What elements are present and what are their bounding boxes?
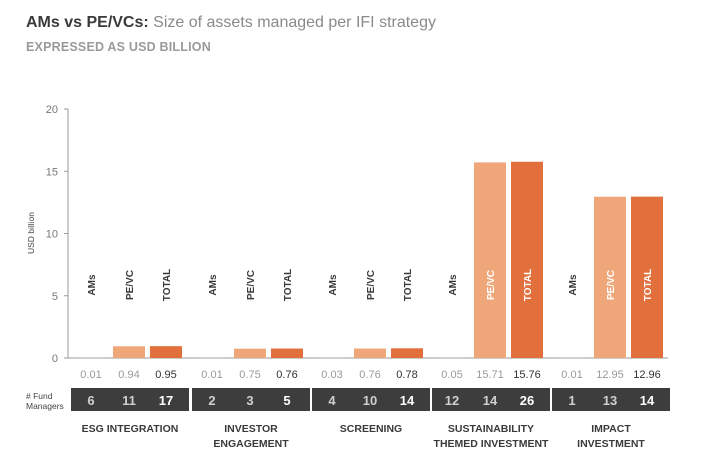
bar-total xyxy=(271,348,303,358)
y-axis-title: USD billion xyxy=(26,212,36,254)
bar-total xyxy=(150,346,182,358)
value-label: 0.76 xyxy=(276,369,297,381)
manager-count: 5 xyxy=(283,393,290,408)
y-tick-label: 0 xyxy=(52,353,58,365)
category-label: INVESTOR xyxy=(224,423,278,435)
manager-count: 26 xyxy=(520,393,534,408)
bar-total xyxy=(631,196,663,358)
category-label: INVESTMENT xyxy=(577,438,645,450)
value-label: 0.01 xyxy=(201,369,222,381)
chart-subtitle: EXPRESSED AS USD BILLION xyxy=(26,40,211,54)
series-label-pevc: PE/VC xyxy=(246,270,257,300)
category-label: ESG INTEGRATION xyxy=(82,423,179,435)
category-label: SUSTAINABILITY xyxy=(448,423,534,435)
value-label: 0.01 xyxy=(561,369,582,381)
y-tick-label: 10 xyxy=(46,229,58,241)
manager-count: 2 xyxy=(208,393,215,408)
series-label-ams: AMs xyxy=(208,274,219,296)
value-label: 15.71 xyxy=(476,369,504,381)
managers-label-line1: # Fund xyxy=(26,391,53,401)
bar-total xyxy=(391,348,423,358)
series-label-total: TOTAL xyxy=(162,269,173,301)
bar-pevc xyxy=(474,162,506,358)
series-label-ams: AMs xyxy=(568,274,579,296)
y-tick-label: 5 xyxy=(52,291,58,303)
manager-count: 12 xyxy=(445,393,459,408)
series-label-pevc: PE/VC xyxy=(606,270,617,300)
manager-count: 6 xyxy=(87,393,94,408)
y-tick-label: 20 xyxy=(46,104,58,116)
value-label: 0.78 xyxy=(396,369,417,381)
series-label-total: TOTAL xyxy=(523,269,534,301)
managers-label-line2: Managers xyxy=(26,401,64,411)
series-label-ams: AMs xyxy=(87,274,98,296)
series-label-pevc: PE/VC xyxy=(125,270,136,300)
manager-count: 13 xyxy=(603,393,617,408)
value-label: 15.76 xyxy=(513,369,541,381)
manager-count-box xyxy=(192,388,310,411)
category-label: THEMED INVESTMENT xyxy=(434,438,550,450)
value-label: 12.96 xyxy=(633,369,661,381)
series-label-ams: AMs xyxy=(448,274,459,296)
value-label: 0.76 xyxy=(359,369,380,381)
manager-count-box xyxy=(312,388,430,411)
value-label: 0.95 xyxy=(155,369,176,381)
series-label-pevc: PE/VC xyxy=(366,270,377,300)
bar-pevc xyxy=(594,196,626,358)
value-label: 0.05 xyxy=(441,369,462,381)
category-label: SCREENING xyxy=(340,423,402,435)
value-label: 12.95 xyxy=(596,369,624,381)
bar-pevc xyxy=(234,348,266,358)
y-tick-label: 15 xyxy=(46,166,58,178)
series-label-pevc: PE/VC xyxy=(486,270,497,300)
bar-ams xyxy=(436,357,468,358)
bar-ams xyxy=(196,357,228,358)
series-label-total: TOTAL xyxy=(283,269,294,301)
bar-ams xyxy=(75,357,107,358)
value-label: 0.94 xyxy=(118,369,139,381)
manager-count: 10 xyxy=(363,393,377,408)
bar-total xyxy=(511,161,543,358)
chart-title: AMs vs PE/VCs: Size of assets managed pe… xyxy=(26,14,436,32)
title-rest: Size of assets managed per IFI strategy xyxy=(153,14,436,31)
series-label-ams: AMs xyxy=(328,274,339,296)
manager-count: 3 xyxy=(246,393,253,408)
bar-ams xyxy=(556,357,588,358)
category-label: IMPACT xyxy=(591,423,631,435)
bar-pevc xyxy=(354,348,386,358)
bar-pevc xyxy=(113,346,145,358)
manager-count-box xyxy=(552,388,670,411)
manager-count: 4 xyxy=(328,393,336,408)
manager-count: 14 xyxy=(400,393,415,408)
value-label: 0.75 xyxy=(239,369,260,381)
manager-count: 1 xyxy=(568,393,575,408)
manager-count: 14 xyxy=(640,393,655,408)
bar-ams xyxy=(316,357,348,358)
manager-count: 11 xyxy=(122,393,136,408)
category-label: ENGAGEMENT xyxy=(213,438,289,450)
value-label: 0.01 xyxy=(80,369,101,381)
manager-count: 17 xyxy=(159,393,173,408)
title-bold: AMs vs PE/VCs: xyxy=(26,14,149,31)
value-label: 0.03 xyxy=(321,369,342,381)
manager-count-box xyxy=(71,388,189,411)
series-label-total: TOTAL xyxy=(643,269,654,301)
series-label-total: TOTAL xyxy=(403,269,414,301)
manager-count-box xyxy=(432,388,550,411)
manager-count: 14 xyxy=(483,393,498,408)
